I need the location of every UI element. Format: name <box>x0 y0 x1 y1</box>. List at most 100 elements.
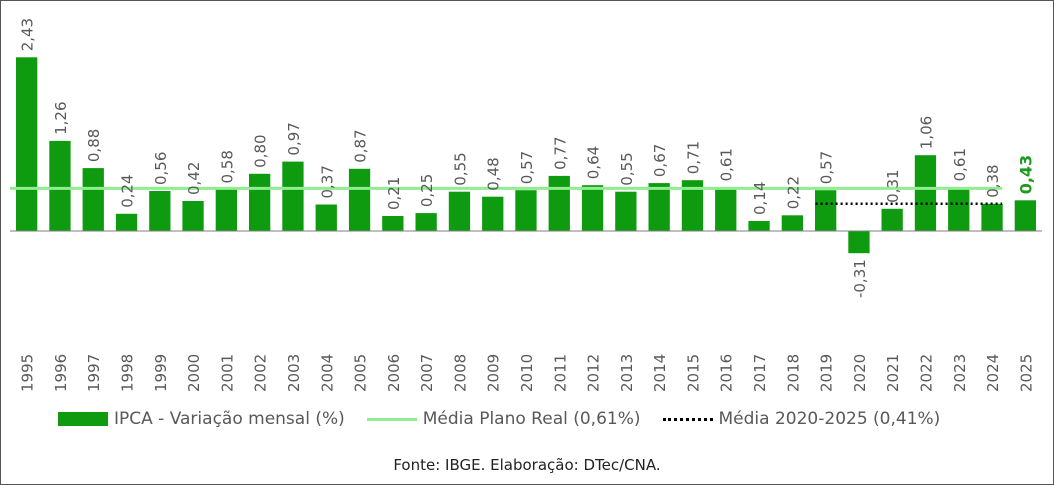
value-label-2001: 0,58 <box>218 150 236 183</box>
bar-2000 <box>182 201 204 231</box>
x-tick-2000: 2000 <box>185 354 203 392</box>
bar-2018 <box>781 215 803 231</box>
value-label-2014: 0,67 <box>651 144 669 177</box>
bar-2008 <box>448 191 471 231</box>
legend-item-bars: IPCA - Variação mensal (%) <box>58 409 345 429</box>
bar-2013 <box>615 191 637 231</box>
x-tick-labels-group: 1995 1996 1997 1998 1999 2000 2001 2002 2003 2004… <box>19 354 1036 392</box>
bar-1998 <box>115 213 138 231</box>
value-label-2018: 0,22 <box>784 176 802 209</box>
value-label-2019: 0,57 <box>818 151 836 184</box>
x-tick-2014: 2014 <box>651 354 669 392</box>
value-label-2015: 0,71 <box>685 141 703 174</box>
x-tick-2009: 2009 <box>485 354 503 392</box>
value-label-1997: 0,88 <box>85 129 103 162</box>
bar-2015 <box>681 180 704 231</box>
x-tick-2011: 2011 <box>551 354 569 392</box>
value-label-2017: 0,14 <box>751 182 769 215</box>
x-tick-2021: 2021 <box>884 354 902 392</box>
value-label-2003: 0,97 <box>285 122 303 155</box>
value-label-1998: 0,24 <box>119 174 137 207</box>
legend-bar-swatch <box>58 412 108 426</box>
x-tick-1998: 1998 <box>119 354 137 392</box>
x-tick-2010: 2010 <box>518 354 536 392</box>
x-tick-2006: 2006 <box>385 354 403 392</box>
x-tick-2012: 2012 <box>585 354 603 392</box>
value-label-2007: 0,25 <box>418 174 436 207</box>
x-tick-1995: 1995 <box>19 354 37 392</box>
value-label-1996: 1,26 <box>52 101 70 134</box>
x-tick-2022: 2022 <box>918 354 936 392</box>
legend-item-average-line: Média Plano Real (0,61%) <box>366 409 641 429</box>
value-label-2006: 0,21 <box>385 177 403 210</box>
average-lines-group <box>10 186 1003 205</box>
x-tick-1996: 1996 <box>52 354 70 392</box>
x-tick-2005: 2005 <box>352 354 370 392</box>
value-label-1999: 0,56 <box>152 152 170 185</box>
x-tick-2023: 2023 <box>951 354 969 392</box>
bar-2014 <box>648 183 670 231</box>
value-label-1995: 2,43 <box>19 18 37 51</box>
bar-2004 <box>315 204 337 231</box>
bar-2009 <box>482 196 504 231</box>
bar-2024 <box>981 203 1003 231</box>
bar-2019 <box>815 190 837 231</box>
bar-2007 <box>415 213 437 231</box>
x-tick-2019: 2019 <box>818 354 836 392</box>
x-tick-2008: 2008 <box>451 354 469 392</box>
bar-2002 <box>249 173 271 231</box>
bar-1996 <box>49 140 71 231</box>
value-label-2005: 0,87 <box>352 129 370 162</box>
value-label-2022: 1,06 <box>918 116 936 149</box>
bar-1997 <box>82 168 104 231</box>
legend: IPCA - Variação mensal (%) Média Plano R… <box>58 405 962 433</box>
legend-dotted-label: Média 2020-2025 (0,41%) <box>718 409 941 429</box>
x-tick-2015: 2015 <box>685 354 703 392</box>
bar-2011 <box>548 175 570 231</box>
legend-dotted-swatch <box>662 417 713 421</box>
bar-2012 <box>581 185 604 231</box>
x-tick-2013: 2013 <box>618 354 636 392</box>
x-tick-2025: 2025 <box>1017 354 1035 392</box>
x-tick-1997: 1997 <box>85 354 103 392</box>
bar-2020 <box>848 231 870 254</box>
x-tick-2007: 2007 <box>418 354 436 392</box>
x-tick-2018: 2018 <box>784 354 802 392</box>
bar-2023 <box>948 187 970 231</box>
x-tick-2003: 2003 <box>285 354 303 392</box>
bar-2010 <box>515 190 537 231</box>
legend-bar-label: IPCA - Variação mensal (%) <box>114 409 345 429</box>
value-label-2012: 0,64 <box>585 146 603 179</box>
bar-2006 <box>382 216 404 231</box>
x-tick-2004: 2004 <box>318 354 336 392</box>
bar-2025 <box>1014 200 1036 231</box>
value-label-2024: 0,38 <box>984 164 1002 197</box>
x-tick-2024: 2024 <box>984 354 1002 392</box>
value-label-2016: 0,61 <box>718 148 736 181</box>
x-tick-2002: 2002 <box>252 354 270 392</box>
value-label-2008: 0,55 <box>451 152 469 185</box>
value-label-2021: 0,31 <box>884 169 902 202</box>
bar-2021 <box>881 208 903 231</box>
value-labels-group: 2,43 1,26 0,88 0,24 0,56 0,42 0,58 0,80 0,97 0,37… <box>19 18 1036 298</box>
value-label-2013: 0,55 <box>618 152 636 185</box>
value-label-2000: 0,42 <box>185 162 203 195</box>
legend-line-label: Média Plano Real (0,61%) <box>422 409 641 429</box>
bar-2017 <box>748 221 770 231</box>
value-label-2004: 0,37 <box>318 165 336 198</box>
x-tick-2017: 2017 <box>751 354 769 392</box>
bar-2001 <box>215 189 237 231</box>
legend-line-swatch <box>366 417 417 421</box>
x-tick-2001: 2001 <box>218 354 236 392</box>
value-label-2025: 0,43 <box>1016 155 1035 194</box>
bar-1999 <box>149 191 171 231</box>
x-tick-2016: 2016 <box>718 354 736 392</box>
bar-2016 <box>715 187 737 231</box>
x-tick-2020: 2020 <box>851 354 869 392</box>
value-label-2009: 0,48 <box>485 157 503 190</box>
bar-2003 <box>282 161 304 231</box>
value-label-2020: -0,31 <box>851 259 869 298</box>
value-label-2002: 0,80 <box>252 134 270 167</box>
source-note: Fonte: IBGE. Elaboração: DTec/CNA. <box>393 456 661 474</box>
